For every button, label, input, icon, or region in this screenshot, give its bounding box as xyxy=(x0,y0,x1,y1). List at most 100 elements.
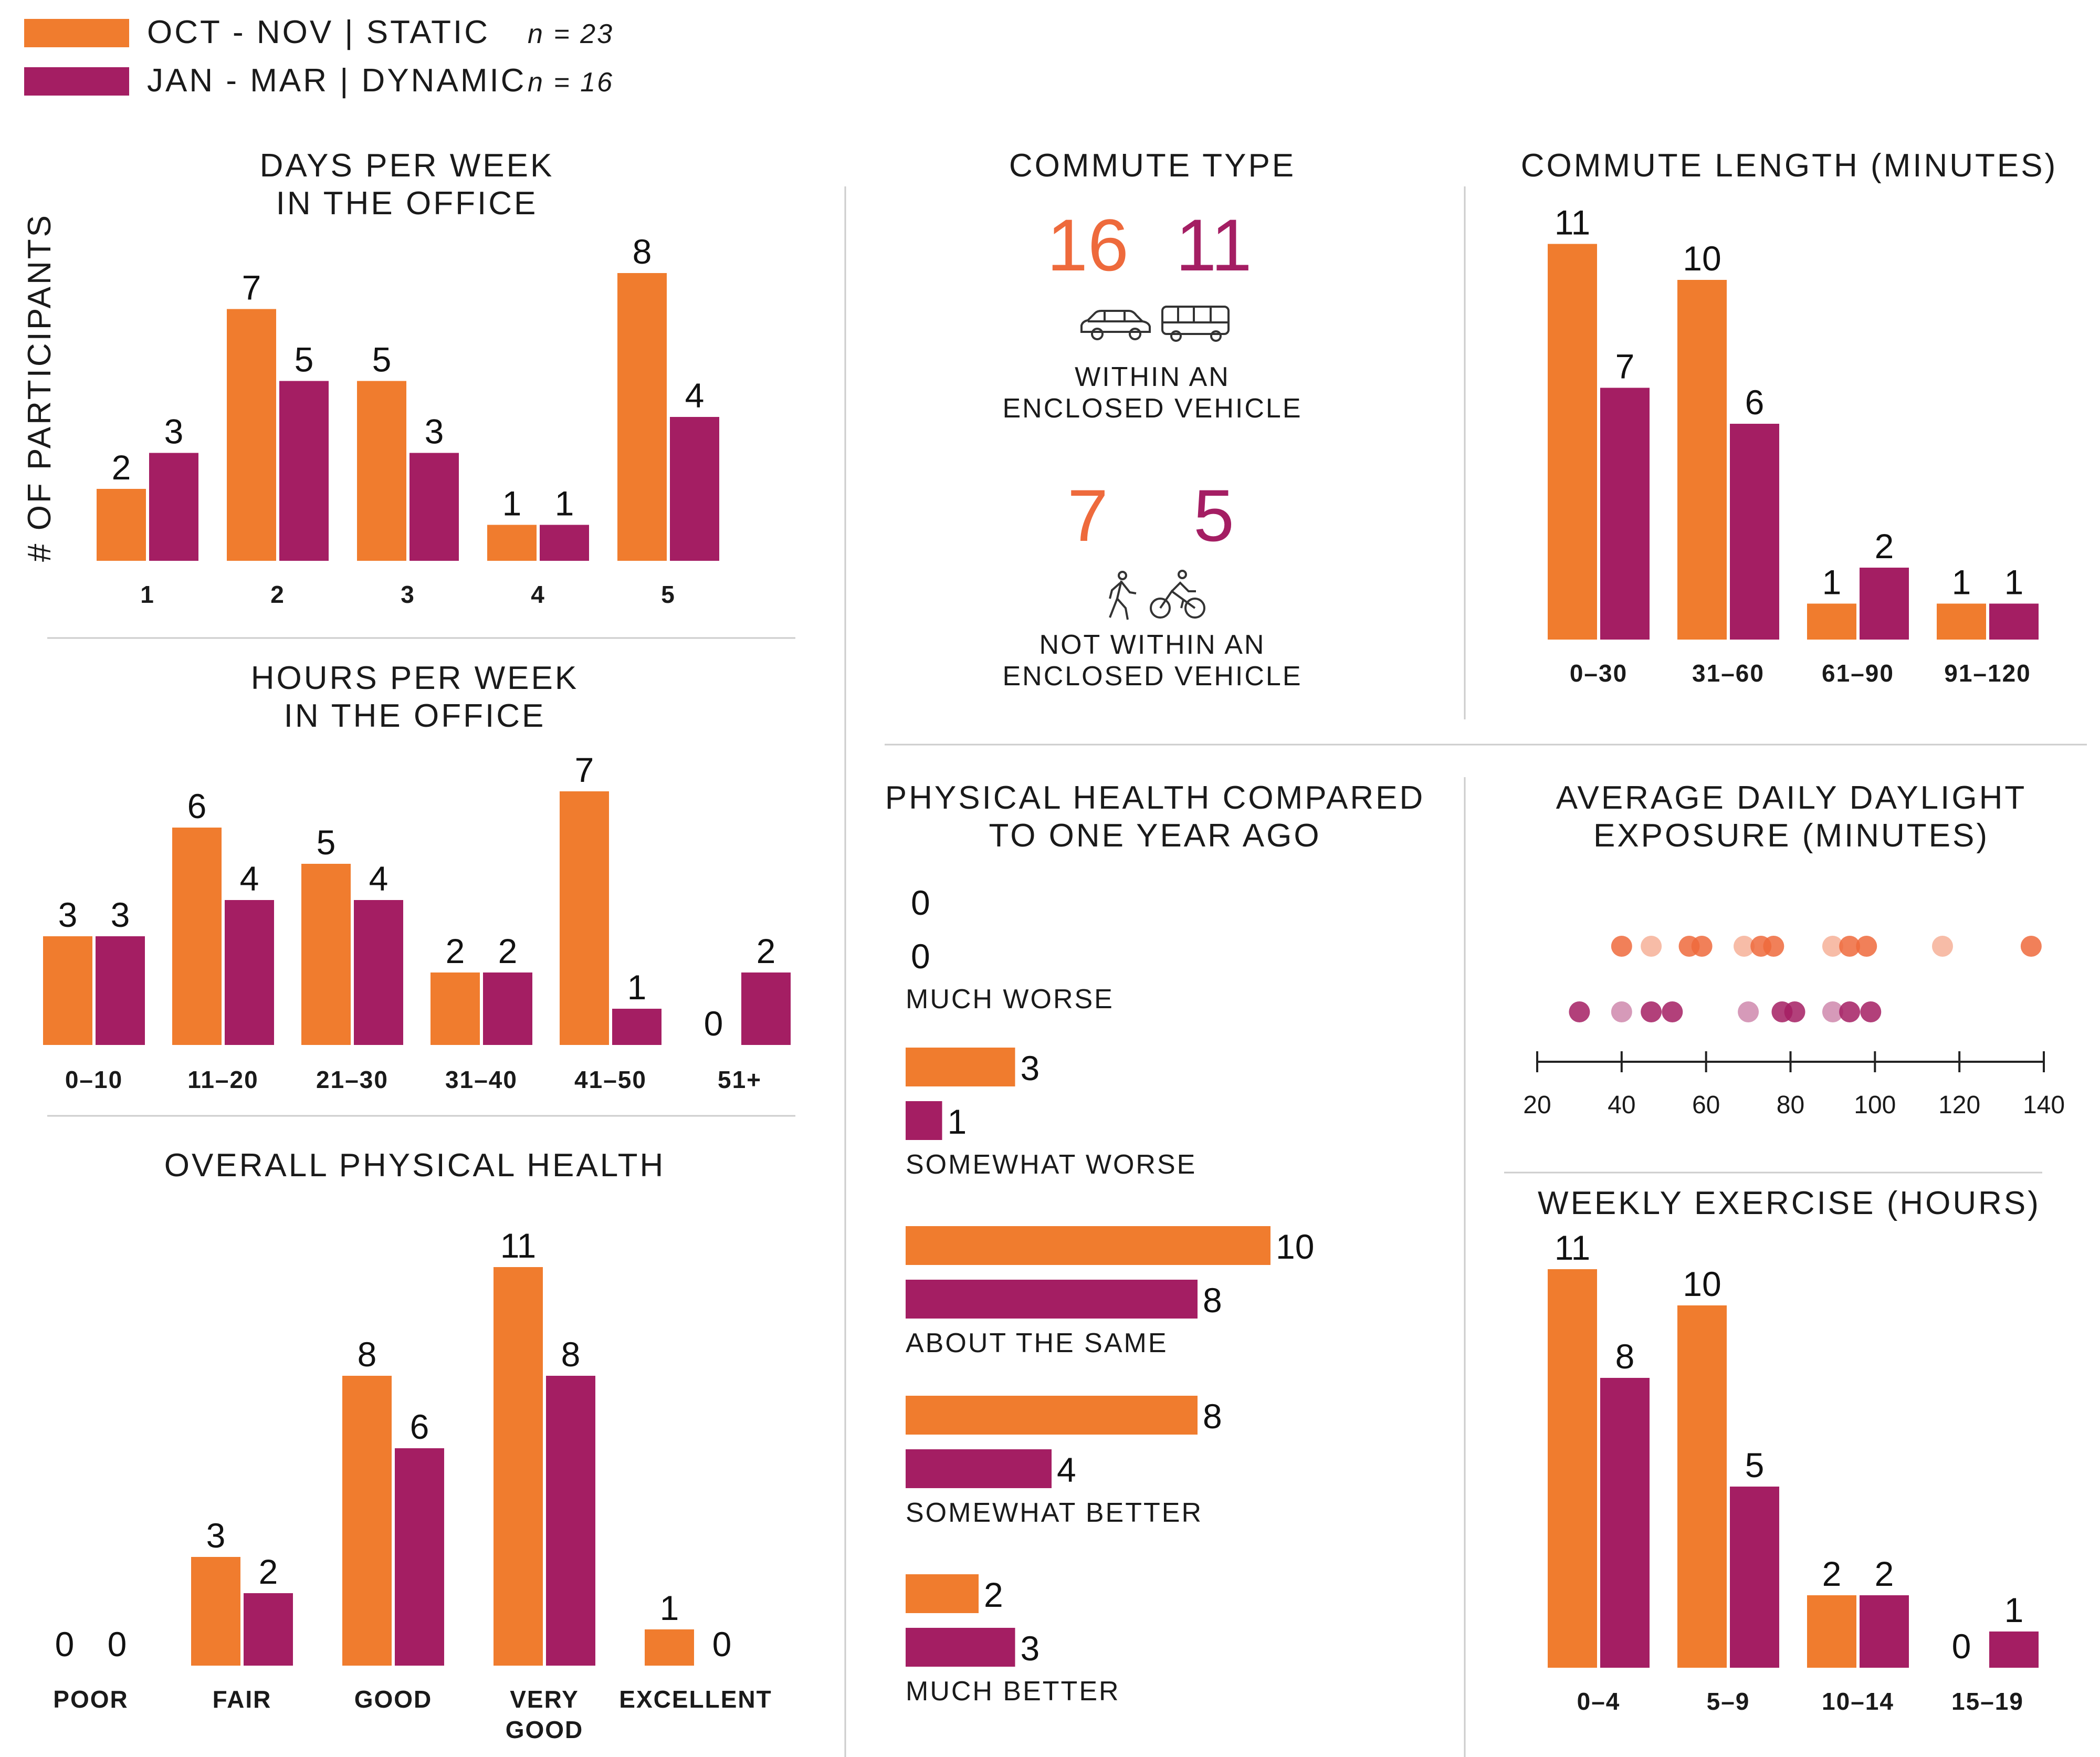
x-tick-label: 100 xyxy=(1854,1091,1896,1119)
bar xyxy=(191,1557,240,1666)
bar-value-label: 1 xyxy=(1822,563,1842,602)
data-point xyxy=(1641,936,1662,957)
data-point xyxy=(1763,936,1784,957)
data-point xyxy=(1856,936,1877,957)
bar-value-label: 7 xyxy=(575,750,594,789)
bar-value-label: 2 xyxy=(498,932,518,970)
bar xyxy=(410,453,459,561)
bar xyxy=(1600,388,1650,640)
category-label: 5 xyxy=(661,581,676,608)
bar xyxy=(1989,1631,2039,1668)
bar-value-label: 1 xyxy=(2004,1591,2024,1629)
bar-value-label: 8 xyxy=(1203,1281,1222,1320)
bar-value-label: 4 xyxy=(685,376,705,415)
bar xyxy=(1730,1487,1779,1668)
chart-title: EXPOSURE (MINUTES) xyxy=(1593,818,1989,854)
commute-group-label: ENCLOSED VEHICLE xyxy=(1002,661,1302,692)
bar-value-label: 5 xyxy=(372,340,392,379)
bar xyxy=(560,791,609,1045)
bar-value-label: 0 xyxy=(911,883,930,922)
legend-label-static: OCT - NOV | STATIC xyxy=(147,14,490,50)
commute-count-dynamic: 5 xyxy=(1193,474,1234,557)
legend-swatch-static xyxy=(24,19,129,47)
bar xyxy=(1937,603,1986,640)
commute-count-static: 7 xyxy=(1067,474,1108,557)
bar-value-label: 10 xyxy=(1683,1264,1721,1303)
category-label: GOOD xyxy=(354,1686,433,1713)
bar-value-label: 11 xyxy=(1555,203,1591,242)
data-point xyxy=(1738,1001,1759,1022)
bar xyxy=(1730,424,1779,640)
bar-value-label: 0 xyxy=(55,1625,75,1664)
y-axis-label: # OF PARTICIPANTS xyxy=(22,213,58,562)
bar xyxy=(1548,244,1597,640)
bar-value-label: 2 xyxy=(757,932,776,970)
commute-count-dynamic: 11 xyxy=(1175,204,1252,286)
bar-value-label: 6 xyxy=(410,1407,429,1446)
data-point xyxy=(1611,936,1632,957)
bar-value-label: 5 xyxy=(1745,1446,1765,1484)
bar-value-label: 0 xyxy=(911,937,930,976)
bar xyxy=(487,525,537,561)
bar-value-label: 1 xyxy=(627,968,647,1007)
category-label: 91–120 xyxy=(1944,660,2031,687)
bar xyxy=(546,1376,595,1666)
category-label: 10–14 xyxy=(1822,1688,1894,1715)
category-label: GOOD xyxy=(506,1716,584,1743)
data-point xyxy=(1784,1001,1805,1022)
category-label: 0–4 xyxy=(1577,1688,1621,1715)
bus-icon xyxy=(1161,306,1230,342)
bar-value-label: 4 xyxy=(240,859,259,898)
category-label: 61–90 xyxy=(1822,660,1894,687)
bar-value-label: 2 xyxy=(1875,527,1894,566)
bar-value-label: 11 xyxy=(1555,1228,1591,1267)
bar-value-label: 2 xyxy=(446,932,465,970)
chart-title: COMMUTE LENGTH (MINUTES) xyxy=(1521,148,2058,184)
legend-n-dynamic: n = 16 xyxy=(528,67,614,98)
category-label: 51+ xyxy=(718,1066,762,1093)
commute-count-static: 16 xyxy=(1047,204,1129,286)
chart-title: HOURS PER WEEK xyxy=(251,660,579,696)
bar xyxy=(227,309,276,561)
bar-value-label: 2 xyxy=(1875,1554,1894,1593)
category-label: POOR xyxy=(53,1686,128,1713)
bar xyxy=(906,1280,1198,1319)
bar xyxy=(906,1628,1015,1667)
bar xyxy=(1677,280,1727,640)
bar-value-label: 1 xyxy=(948,1102,967,1141)
data-point xyxy=(1691,936,1713,957)
data-point xyxy=(1839,1001,1861,1022)
bar xyxy=(670,417,719,561)
bar-value-label: 11 xyxy=(500,1226,537,1265)
category-label: 5–9 xyxy=(1707,1688,1750,1715)
bar xyxy=(1548,1269,1597,1668)
bar-value-label: 2 xyxy=(984,1575,1003,1614)
x-tick-label: 140 xyxy=(2023,1091,2065,1119)
chart-title: WEEKLY EXERCISE (HOURS) xyxy=(1538,1185,2041,1221)
bar-value-label: 1 xyxy=(555,484,574,523)
bar xyxy=(617,273,667,561)
category-label: 31–60 xyxy=(1692,660,1765,687)
bar xyxy=(149,453,198,561)
bar xyxy=(1677,1305,1727,1668)
chart-title: COMMUTE TYPE xyxy=(1009,148,1296,184)
bar xyxy=(96,936,145,1045)
commute-group-label: WITHIN AN xyxy=(1075,362,1230,392)
bar xyxy=(301,864,351,1045)
category-label: 15–19 xyxy=(1951,1688,2024,1715)
x-tick-label: 60 xyxy=(1692,1091,1720,1119)
data-point xyxy=(1611,1001,1632,1022)
commute-group-label: ENCLOSED VEHICLE xyxy=(1002,393,1302,424)
category-label: SOMEWHAT BETTER xyxy=(906,1498,1203,1528)
bar xyxy=(1989,603,2039,640)
data-point xyxy=(2020,936,2042,957)
bar-value-label: 6 xyxy=(187,787,207,825)
bar-value-label: 6 xyxy=(1745,383,1765,422)
bar-value-label: 10 xyxy=(1683,239,1721,278)
bar-value-label: 0 xyxy=(1952,1627,1971,1666)
